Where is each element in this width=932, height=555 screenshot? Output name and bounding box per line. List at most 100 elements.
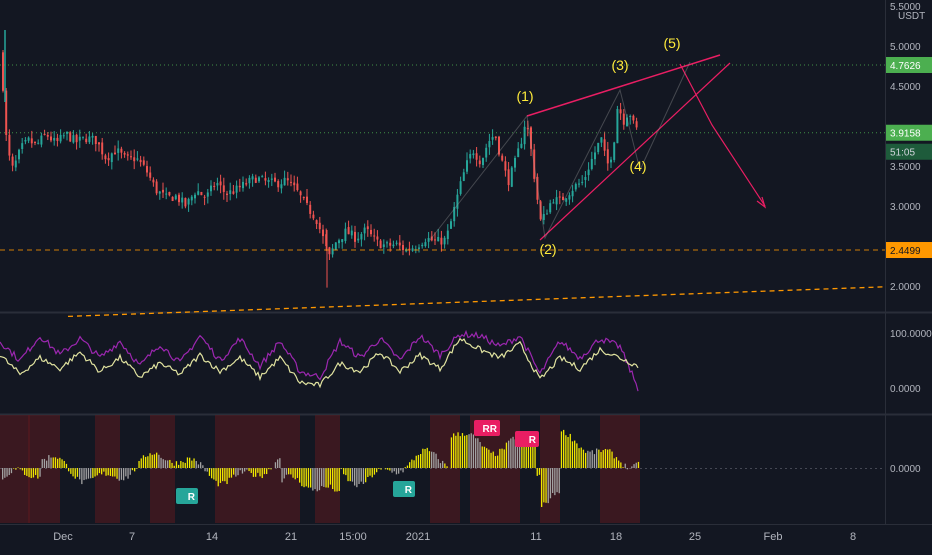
resistance-price-label: 4.7626: [890, 61, 921, 72]
candle-body: [149, 172, 151, 177]
candle-body: [517, 148, 519, 157]
hist-bar: [160, 458, 161, 468]
candle-body: [216, 183, 218, 185]
candle-body: [159, 192, 161, 194]
hist-bar: [39, 468, 40, 477]
hist-bar: [28, 468, 29, 477]
hist-bar: [193, 458, 194, 468]
support-price-label: 2.4499: [890, 246, 921, 257]
hist-bar: [90, 468, 91, 478]
hist-bar: [154, 454, 155, 468]
wave-label-3: (3): [611, 57, 628, 73]
hist-bar: [420, 454, 421, 468]
candle-body: [258, 177, 260, 181]
hist-bar: [279, 458, 280, 468]
hist-bar: [237, 468, 238, 475]
candle-body: [386, 242, 388, 243]
candle-body: [162, 190, 164, 193]
candle-body: [444, 238, 446, 245]
candle-body: [450, 221, 452, 229]
hist-bar: [79, 468, 80, 479]
hist-bar: [77, 468, 78, 477]
hist-bar: [545, 468, 546, 503]
hist-bar: [266, 468, 267, 474]
candle-body: [335, 243, 337, 250]
hist-bar: [501, 449, 502, 468]
candle-body: [175, 195, 177, 199]
hist-bar: [460, 436, 461, 468]
hist-bar: [493, 452, 494, 468]
candle-body: [623, 114, 625, 125]
hist-bar: [116, 468, 117, 479]
candle-body: [223, 185, 225, 192]
hist-bar: [622, 467, 623, 468]
candle-body: [140, 160, 142, 162]
hist-bar: [99, 468, 100, 473]
hist-bar: [31, 468, 32, 478]
hist-bar: [347, 468, 348, 481]
hist-bar: [576, 443, 577, 468]
hist-bar: [574, 441, 575, 468]
hist-bar: [416, 456, 417, 468]
hist-bar: [75, 468, 76, 479]
candle-body: [284, 178, 286, 185]
candle-body: [572, 191, 574, 196]
hist-bar: [185, 463, 186, 468]
hist-bar: [455, 436, 456, 468]
hist-bar: [378, 468, 379, 469]
hist-bar: [464, 436, 465, 468]
hist-bar: [290, 468, 291, 474]
hist-bar: [372, 468, 373, 477]
candle-body: [143, 160, 145, 164]
hist-bar: [374, 468, 375, 475]
candle-body: [44, 134, 46, 135]
candle-body: [274, 178, 276, 182]
hist-bar: [233, 468, 234, 475]
hist-bar: [259, 468, 260, 476]
candle-body: [463, 172, 465, 181]
hist-bar: [103, 468, 104, 472]
hist-bar: [429, 451, 430, 468]
hist-bar: [633, 464, 634, 468]
candle-body: [552, 202, 554, 203]
hist-bar: [306, 468, 307, 486]
hist-bar: [202, 465, 203, 468]
hist-bar: [33, 468, 34, 478]
hist-bar: [130, 468, 131, 475]
hist-bar: [363, 468, 364, 484]
candle-body: [168, 192, 170, 195]
hist-bar: [97, 468, 98, 475]
candle-body: [31, 138, 33, 143]
candle-body: [245, 183, 247, 184]
candle-body: [376, 236, 378, 239]
hist-bar: [226, 468, 227, 484]
hist-bar: [336, 468, 337, 491]
candle-body: [424, 242, 426, 246]
hist-bar: [431, 452, 432, 468]
time-tick-3: 21: [285, 531, 297, 543]
hist-bar: [411, 460, 412, 468]
hist-bar: [59, 458, 60, 468]
hist-bar: [325, 468, 326, 487]
hist-bar: [598, 450, 599, 468]
hist-bar: [453, 433, 454, 468]
candle-body: [268, 180, 270, 182]
candle-body: [591, 159, 593, 169]
candle-body: [575, 184, 577, 190]
hist-bar: [345, 468, 346, 475]
candle-body: [82, 137, 84, 138]
hist-bar: [114, 468, 115, 476]
candle-body: [389, 243, 391, 246]
candle-body: [271, 179, 273, 180]
candle-body: [114, 153, 116, 155]
candle-body: [242, 182, 244, 188]
hist-bar: [277, 459, 278, 468]
candle-body: [354, 232, 356, 242]
osc-tick-0: 0.0000: [890, 384, 921, 395]
hist-bar: [253, 468, 254, 477]
wave-label-5: (5): [663, 35, 680, 51]
time-tick-1: 7: [129, 531, 135, 543]
hist-bar: [398, 468, 399, 474]
hist-bar: [66, 464, 67, 468]
